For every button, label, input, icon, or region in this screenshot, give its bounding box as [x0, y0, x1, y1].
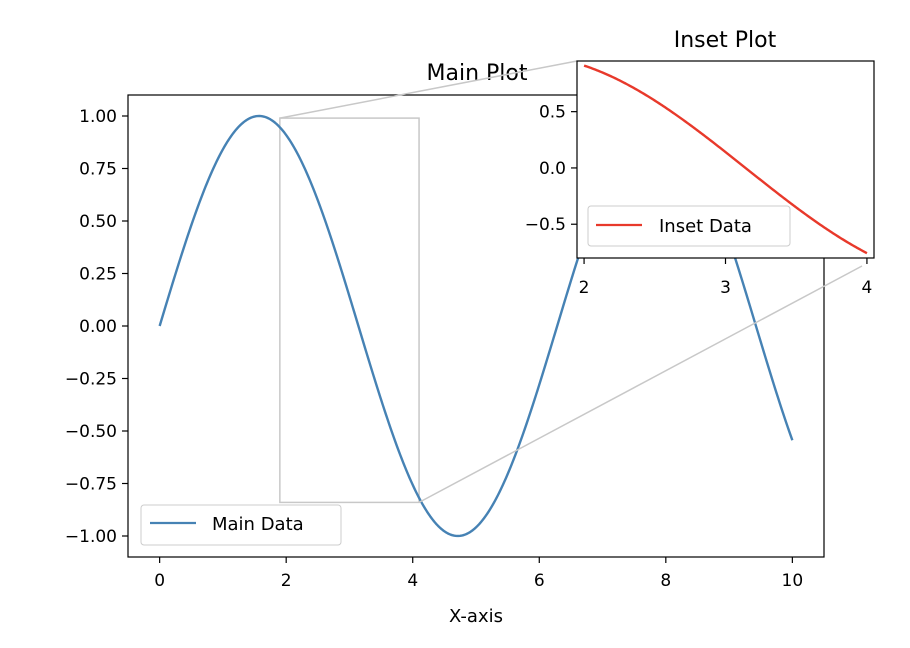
x-tick-label: 10: [782, 571, 804, 591]
inset-plot-area: [583, 64, 868, 255]
inset-data-line: [583, 64, 868, 255]
y-tick-label: 0.50: [79, 212, 117, 232]
inset-x-tick-label: 2: [579, 278, 590, 298]
main-legend-box: [140, 504, 342, 546]
inset-legend: Inset Data: [587, 205, 791, 247]
inset-legend-box: [587, 205, 791, 247]
x-tick-label: 0: [154, 571, 165, 591]
inset-x-tick-label: 3: [720, 278, 731, 298]
inset-legend-label: Inset Data: [659, 216, 752, 237]
connector-line-top: [279, 60, 578, 119]
inset-y-tick-label: 0.5: [539, 103, 566, 123]
y-tick-label: −1.00: [65, 527, 117, 547]
y-tick-label: 0.75: [79, 160, 117, 180]
main-legend: Main Data: [140, 504, 342, 546]
x-tick-label: 4: [407, 571, 418, 591]
main-x-ticks: 0 2 4 6 8 10: [154, 557, 803, 591]
inset-x-tick-label: 4: [862, 278, 873, 298]
y-tick-label: 0.25: [79, 265, 117, 285]
connector-line-bottom: [418, 265, 863, 504]
y-tick-label: 1.00: [79, 107, 117, 127]
main-y-ticks: 1.00 0.75 0.50 0.25 0.00 −0.25 −0.50 −0.75 −1.00: [65, 107, 128, 547]
y-tick-label: −0.25: [65, 370, 117, 390]
zoom-indicator: [279, 117, 420, 504]
inset-y-tick-label: 0.0: [539, 159, 566, 179]
inset-connector-lines: [279, 60, 863, 504]
inset-chart-title: Inset Plot: [674, 28, 777, 53]
x-tick-label: 6: [534, 571, 545, 591]
main-legend-label: Main Data: [212, 514, 304, 535]
zoom-region-box: [279, 117, 420, 504]
inset-x-ticks: 2 3 4: [579, 258, 873, 298]
y-tick-label: −0.50: [65, 422, 117, 442]
y-tick-label: 0.00: [79, 317, 117, 337]
inset-y-ticks: 0.5 0.0 −0.5: [525, 103, 577, 235]
inset-y-tick-label: −0.5: [525, 215, 566, 235]
x-tick-label: 2: [281, 571, 292, 591]
inset-axes: Inset Plot 2 3 4 0.5 0.0 −0.5 Inset Data: [525, 28, 875, 298]
x-tick-label: 8: [660, 571, 671, 591]
x-axis-label: X-axis: [449, 606, 503, 627]
y-tick-label: −0.75: [65, 475, 117, 495]
